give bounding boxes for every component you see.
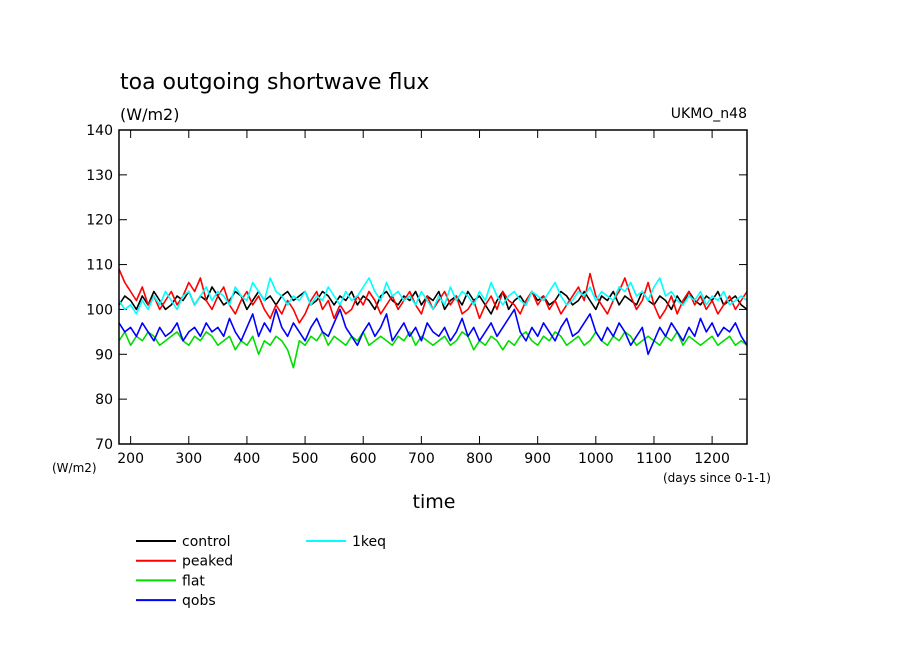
series-line-1keq [118, 277, 748, 315]
legend: control peaked flat qobs 1keq [136, 534, 386, 609]
y-axis-unit: (W/m2) [52, 461, 97, 475]
x-tick-label: 800 [466, 451, 493, 467]
legend-label-1keq: 1keq [352, 534, 386, 550]
y-tick-label: 130 [86, 168, 113, 184]
x-tick-label: 700 [408, 451, 435, 467]
y-tick-label: 100 [86, 302, 113, 318]
x-tick-label: 300 [175, 451, 202, 467]
x-tick-label: 400 [234, 451, 261, 467]
x-axis-label: time [413, 491, 456, 513]
y-tick-label: 120 [86, 213, 113, 229]
x-tick-label: 600 [350, 451, 377, 467]
legend-label-peaked: peaked [182, 554, 233, 570]
legend-label-qobs: qobs [182, 593, 216, 609]
x-axis-unit: (days since 0-1-1) [663, 471, 771, 485]
series-line-peaked [118, 268, 748, 324]
y-tick-label: 70 [95, 437, 113, 453]
units-label: (W/m2) [120, 105, 179, 124]
y-tick-label: 110 [86, 258, 113, 274]
y-tick-label: 90 [95, 347, 113, 363]
series-line-flat [118, 331, 748, 369]
legend-label-flat: flat [182, 573, 205, 589]
y-tick-label: 140 [86, 123, 113, 139]
x-tick-label: 200 [117, 451, 144, 467]
x-tick-label: 1100 [636, 451, 672, 467]
legend-label-control: control [182, 534, 231, 550]
chart-title: toa outgoing shortwave flux [120, 70, 429, 95]
model-label: UKMO_n48 [671, 106, 747, 122]
x-tick-label: 1200 [694, 451, 730, 467]
x-tick-label: 900 [524, 451, 551, 467]
series-line-qobs [118, 308, 748, 356]
x-tick-label: 500 [292, 451, 319, 467]
x-tick-label: 1000 [578, 451, 614, 467]
y-tick-label: 80 [95, 392, 113, 408]
plot-frame [118, 129, 748, 445]
